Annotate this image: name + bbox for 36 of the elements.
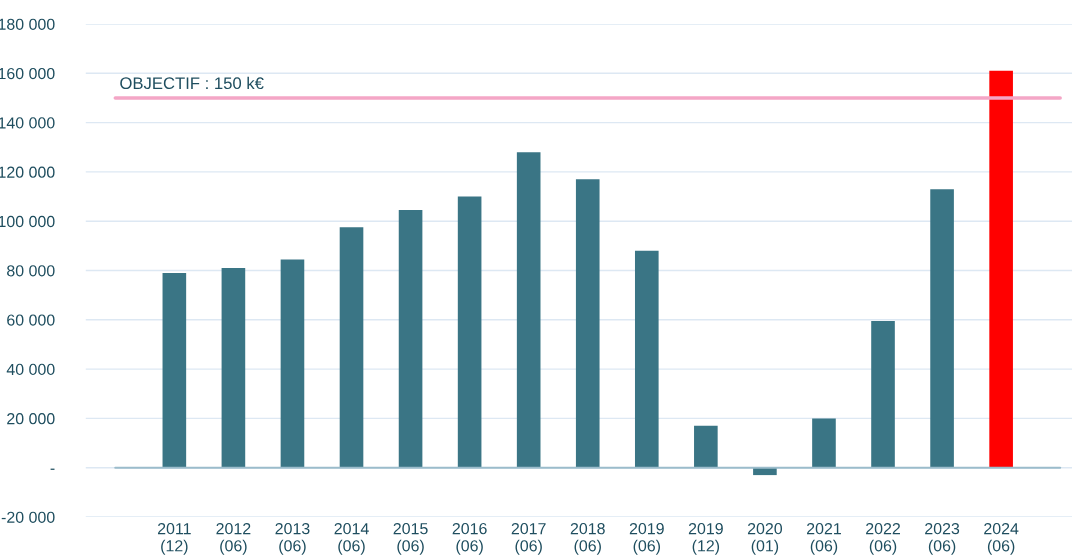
x-tick-label: 2019 (12) xyxy=(688,522,723,555)
y-tick-label: 40 000 xyxy=(6,363,55,376)
x-tick-label: 2021 (06) xyxy=(807,522,841,555)
bar xyxy=(694,425,718,468)
bar xyxy=(516,152,541,468)
x-tick-label: 2011 (12) xyxy=(157,522,191,555)
bar xyxy=(398,210,423,468)
y-tick-label: 80 000 xyxy=(7,265,55,277)
y-tick-label: - xyxy=(50,468,55,470)
bar xyxy=(221,268,246,468)
x-tick-label: 2015 (06) xyxy=(393,522,428,555)
bar xyxy=(989,70,1013,468)
bar xyxy=(812,418,836,468)
bar xyxy=(930,189,954,468)
y-tick-label: 60 000 xyxy=(7,314,55,326)
x-tick-label: 2023 (06) xyxy=(925,522,960,555)
bar xyxy=(162,272,187,468)
y-tick-label: -20 000 xyxy=(1,511,55,523)
x-tick-label: 2013 (06) xyxy=(275,522,310,555)
bar xyxy=(457,196,482,468)
x-tick-label: 2016 (06) xyxy=(452,522,487,555)
x-tick-label: 2017 (06) xyxy=(511,522,546,555)
x-tick-label: 2020 (01) xyxy=(747,522,783,555)
bar xyxy=(339,227,364,468)
x-tick-label: 2022 (06) xyxy=(866,522,900,555)
y-tick-label: 20 000 xyxy=(7,413,55,425)
x-tick-label: 2018 (06) xyxy=(570,522,605,555)
bar xyxy=(575,179,600,468)
bar xyxy=(871,321,895,468)
x-tick-label: 2012 (06) xyxy=(216,522,251,555)
bar xyxy=(634,250,659,468)
x-tick-label: 2024 (06) xyxy=(984,522,1019,555)
ref-line-label: OBJECTIF : 150 k€ xyxy=(120,76,264,90)
x-tick-label: 2014 (06) xyxy=(334,522,369,555)
x-tick-label: 2019 (06) xyxy=(629,522,664,555)
bar xyxy=(280,259,305,468)
